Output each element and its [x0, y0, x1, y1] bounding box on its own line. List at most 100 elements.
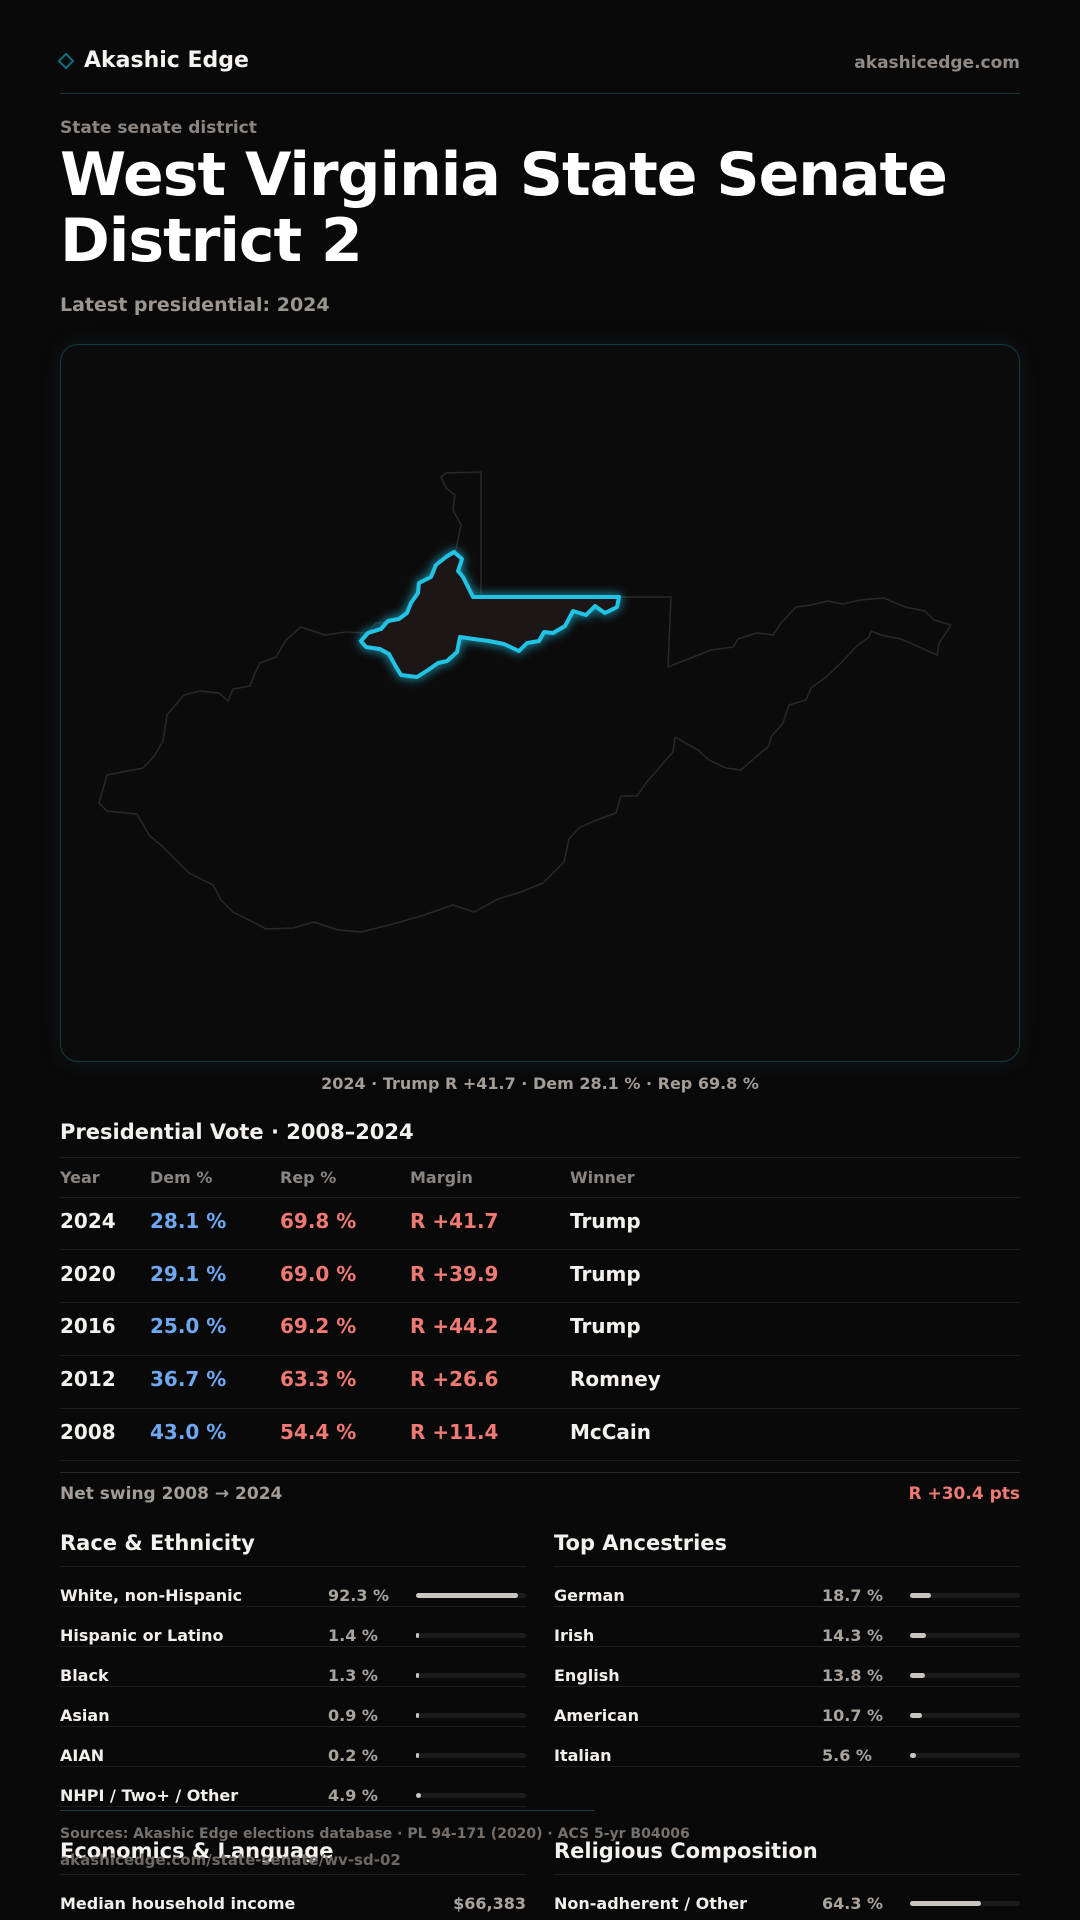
race-row-label: Asian: [60, 1706, 110, 1725]
race-bar-fill: [416, 1753, 419, 1758]
race-row: White, non-Hispanic 92.3 %: [60, 1566, 526, 1607]
race-row: Hispanic or Latino 1.4 %: [60, 1606, 526, 1647]
ancestry-row-value: 5.6 %: [822, 1746, 872, 1765]
page-subtitle: Latest presidential: 2024: [60, 294, 330, 316]
religion-row-value: 64.3 %: [822, 1894, 884, 1913]
ancestry-bar-fill: [910, 1593, 931, 1598]
row-rep: 69.0 %: [280, 1262, 357, 1286]
ancestry-row-label: English: [554, 1666, 620, 1685]
row-dem: 29.1 %: [150, 1262, 227, 1286]
race-bar-track: [416, 1793, 526, 1798]
race-bar-track: [416, 1713, 526, 1718]
ancestry-bar-fill: [910, 1633, 926, 1638]
divider: [60, 1249, 1020, 1250]
header-divider: [60, 93, 1020, 94]
divider: [60, 1408, 1020, 1409]
ancestry-row: Irish 14.3 %: [554, 1606, 1020, 1647]
diamond-icon: [57, 52, 75, 69]
footer-url[interactable]: akashicedge.com/state-senate/wv-sd-02: [60, 1851, 401, 1869]
divider: [60, 1686, 526, 1687]
econ-row-value: $66,383: [453, 1894, 526, 1913]
ancestry-row-value: 13.8 %: [822, 1666, 884, 1685]
row-dem: 36.7 %: [150, 1367, 227, 1391]
row-year: 2016: [60, 1314, 116, 1338]
race-row: AIAN 0.2 %: [60, 1726, 526, 1767]
race-bar-track: [416, 1633, 526, 1638]
divider: [60, 1460, 1020, 1461]
divider: [554, 1726, 1020, 1727]
presidential-title: Presidential Vote · 2008–2024: [60, 1120, 414, 1144]
religion-row-label: Non-adherent / Other: [554, 1894, 748, 1913]
race-bar-fill: [416, 1673, 419, 1678]
divider: [554, 1766, 1020, 1767]
page-eyebrow: State senate district: [60, 118, 257, 138]
divider: [554, 1874, 1020, 1875]
race-bar-track: [416, 1753, 526, 1758]
divider: [60, 1157, 1020, 1158]
race-row-value: 1.3 %: [328, 1666, 378, 1685]
ancestry-bar-track: [910, 1753, 1020, 1758]
brand[interactable]: Akashic Edge: [57, 48, 249, 73]
divider: [60, 1355, 1020, 1356]
site-domain[interactable]: akashicedge.com: [854, 53, 1020, 73]
econ-row-label: Median household income: [60, 1894, 296, 1913]
divider: [554, 1646, 1020, 1647]
row-margin: R +44.2: [410, 1314, 499, 1338]
footer-sources: Sources: Akashic Edge elections database…: [60, 1826, 690, 1842]
row-winner: Trump: [570, 1262, 641, 1286]
ancestry-bar-fill: [910, 1713, 922, 1718]
row-winner: Romney: [570, 1367, 661, 1391]
row-year: 2012: [60, 1367, 116, 1391]
row-rep: 69.2 %: [280, 1314, 357, 1338]
ancestry-row-value: 14.3 %: [822, 1626, 884, 1645]
race-title: Race & Ethnicity: [60, 1531, 255, 1555]
row-winner: McCain: [570, 1420, 652, 1444]
ancestry-row-label: Irish: [554, 1626, 595, 1645]
row-dem: 25.0 %: [150, 1314, 227, 1338]
district-map: [60, 344, 1020, 1062]
race-row-value: 0.2 %: [328, 1746, 378, 1765]
row-margin: R +39.9: [410, 1262, 499, 1286]
religion-title: Religious Composition: [554, 1839, 818, 1863]
map-svg: [98, 471, 952, 933]
row-winner: Trump: [570, 1314, 641, 1338]
divider: [554, 1606, 1020, 1607]
race-bar-fill: [416, 1713, 419, 1718]
row-year: 2020: [60, 1262, 116, 1286]
race-row: NHPI / Two+ / Other 4.9 %: [60, 1766, 526, 1807]
net-swing-value: R +30.4 pts: [908, 1484, 1020, 1504]
brand-name: Akashic Edge: [84, 48, 249, 73]
race-row-label: AIAN: [60, 1746, 105, 1765]
ancestry-title: Top Ancestries: [554, 1531, 728, 1555]
divider: [60, 1806, 526, 1807]
col-winner: Winner: [570, 1168, 635, 1187]
ancestry-row-label: German: [554, 1586, 625, 1605]
row-margin: R +11.4: [410, 1420, 499, 1444]
row-rep: 54.4 %: [280, 1420, 357, 1444]
religion-bar-fill: [910, 1901, 981, 1906]
row-dem: 43.0 %: [150, 1420, 227, 1444]
ancestry-row: English 13.8 %: [554, 1646, 1020, 1687]
ancestry-row: Italian 5.6 %: [554, 1726, 1020, 1767]
row-year: 2008: [60, 1420, 116, 1444]
race-row-label: Hispanic or Latino: [60, 1626, 224, 1645]
race-row: Asian 0.9 %: [60, 1686, 526, 1727]
race-row-value: 4.9 %: [328, 1786, 378, 1805]
race-row-value: 0.9 %: [328, 1706, 378, 1725]
row-rep: 69.8 %: [280, 1209, 357, 1233]
ancestry-row-label: American: [554, 1706, 639, 1725]
divider: [554, 1566, 1020, 1567]
row-margin: R +41.7: [410, 1209, 499, 1233]
divider: [60, 1472, 1020, 1473]
race-bar-fill: [416, 1633, 419, 1638]
divider: [60, 1566, 526, 1567]
col-rep: Rep %: [280, 1168, 337, 1187]
divider: [60, 1874, 526, 1875]
ancestry-row-label: Italian: [554, 1746, 612, 1765]
race-bar-fill: [416, 1793, 422, 1798]
race-row-value: 1.4 %: [328, 1626, 378, 1645]
state-outline: [98, 471, 952, 933]
divider: [60, 1726, 526, 1727]
row-rep: 63.3 %: [280, 1367, 357, 1391]
ancestry-bar-track: [910, 1633, 1020, 1638]
